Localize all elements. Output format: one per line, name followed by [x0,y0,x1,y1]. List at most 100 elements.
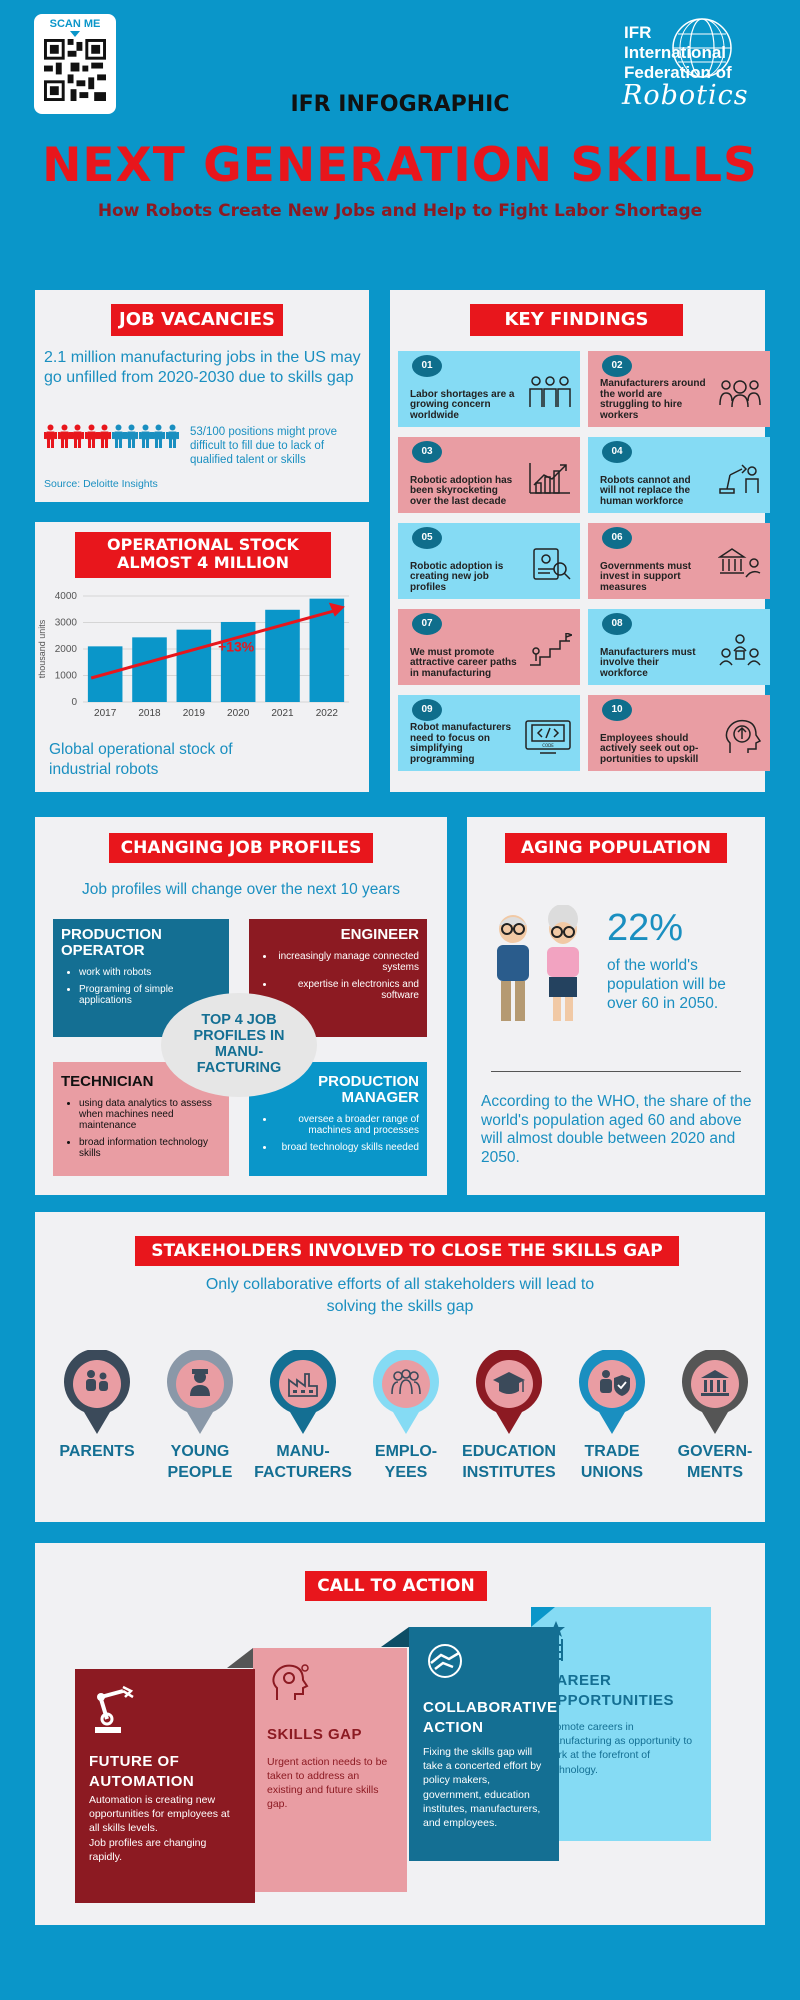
cta-collab-fold [381,1627,409,1647]
stakeholder-label-line1: EMPLO- [374,1443,438,1460]
profile-production-operator: PRODUCTION OPERATOR work with robots Pro… [53,919,229,1037]
y-axis-label: thousand units [37,619,47,678]
finding-number-badge: 05 [412,527,442,549]
aging-percent-text: of the world's population will be over 6… [607,957,726,1012]
aging-population-panel: AGING POPULATION 22% of the world's popu… [467,817,765,1195]
person-icon [71,424,84,448]
job-profiles-center-text: TOP 4 JOB PROFILES IN MANU-FACTURING [193,1012,285,1076]
aging-percent: 22% [607,907,684,949]
cta-future-of-automation: FUTURE OF AUTOMATION Automation is creat… [75,1669,255,1903]
cta-collab-text: Fixing the skills gap will take a concer… [423,1746,542,1829]
elderly-couple-icon [497,905,579,1021]
x-tick-label: 2021 [271,708,294,719]
skills-head-icon [272,1664,309,1700]
cta-skills-gap: SKILLS GAP Urgent action needs to be tak… [253,1648,407,1892]
stakeholders-panel: STAKEHOLDERS INVOLVED TO CLOSE THE SKILL… [35,1212,765,1522]
profile-operator-bullet-2: Programing of simple applications [79,984,221,1006]
cta-future-text2: Job profiles are changing rapidly. [89,1836,207,1863]
stakeholder-government-building: GOVERN- MENTS [665,1348,765,1484]
factory-icon [288,1373,318,1397]
young-people-icon [190,1369,210,1396]
finding-number-badge: 10 [602,699,632,721]
finding-number-badge: 06 [602,527,632,549]
stakeholder-label-line1: PARENTS [59,1443,135,1460]
profile-technician-bullet-1: using data analytics to assess when mach… [79,1098,221,1131]
person-icon [44,424,57,448]
stakeholder-union-shield: TRADE UNIONS [562,1348,662,1484]
finding-card-04: 04 Robots cannot and will not replace the… [588,437,770,513]
cta-future-text: Automation is creating new opportunities… [89,1794,230,1835]
stakeholder-label-line2: MENTS [687,1463,743,1481]
stakeholder-label: EDUCATION INSTITUTES [459,1442,559,1484]
stakeholder-pin [577,1348,647,1434]
stakeholders-tag: STAKEHOLDERS INVOLVED TO CLOSE THE SKILL… [135,1236,679,1266]
cta-career-title-line1: CAREER [545,1672,612,1689]
cta-collab-title-line1: COLLABORATIVE [423,1699,558,1716]
growth-annotation: +13% [218,639,255,655]
stakeholder-label: GOVERN- MENTS [665,1442,765,1484]
trend-arrow-line [90,609,336,680]
cta-skills-fold [227,1648,253,1668]
profile-engineer-bullet-2: expertise in electronics and software [275,979,419,1001]
y-tick-label: 4000 [55,591,78,602]
finding-text: Robot manufacturers need to focus on sim… [410,722,512,765]
aging-who-text: According to the WHO, the share of the w… [481,1093,752,1166]
aging-divider [491,1071,741,1072]
cta-skills-text: Urgent action needs to be taken to addre… [267,1755,388,1811]
finding-number-badge: 02 [602,355,632,377]
people-icon-row [44,424,180,450]
logo-line-ifr: IFR [624,23,652,42]
finding-text: Manufacturers around the world are strug… [600,378,706,421]
x-tick-label: 2017 [94,708,117,719]
stakeholder-label: PARENTS [47,1442,147,1463]
y-tick-label: 0 [71,697,77,708]
job-vacancies-panel: JOB VACANCIES 2.1 million manufacturing … [35,290,369,502]
person-icon [84,424,98,448]
finding-card-01: 01 Labor shortages are a growing concern … [398,351,580,427]
bar-2019 [176,629,212,702]
person-icon [152,424,165,448]
trend-arrow-head [328,602,345,617]
stakeholder-pin [268,1348,338,1434]
call-to-action-panel: CALL TO ACTION CAREER OPPORTUNITIES Prom… [35,1543,765,1925]
cta-career-opportunities: CAREER OPPORTUNITIES Promote careers in … [531,1607,711,1841]
x-tick-label: 2020 [227,708,250,719]
key-findings-panel: KEY FINDINGS 01 Labor shortages are a gro… [390,290,770,792]
stakeholder-label-line2: YEES [384,1463,428,1481]
profile-manager-title: PRODUCTION MANAGER [318,1073,419,1106]
stakeholder-label-line2: PEOPLE [167,1463,233,1481]
stakeholder-factory: MANU- FACTURERS [253,1348,353,1484]
qr-block[interactable]: SCAN ME [34,14,116,114]
bar-2018 [132,637,167,702]
stakeholders-intro-line2: solving the skills gap [326,1298,474,1315]
cta-collab-title-line2: ACTION [423,1718,484,1736]
stakeholder-young-people: YOUNG PEOPLE [150,1348,250,1484]
profile-operator-title: PRODUCTION OPERATOR [61,926,162,959]
handshake-icon [428,1644,462,1678]
cta-career-title-line2: OPPORTUNITIES [545,1691,675,1709]
y-tick-label: 2000 [55,644,78,655]
job-vacancies-source: Source: Deloitte Insights [44,478,158,490]
stakeholder-pin [474,1348,544,1434]
cta-future-title-line1: FUTURE OF [89,1753,180,1770]
graduation-cap-icon [493,1372,525,1394]
operational-stock-tag-line2: ALMOST 4 MILLION [116,553,290,573]
profile-production-manager: PRODUCTION MANAGER oversee a broader ran… [249,1062,427,1176]
logo-line-federation: Federation of [624,63,732,82]
person-icon [125,424,138,448]
finding-number-badge: 03 [412,441,442,463]
call-to-action-tag: CALL TO ACTION [305,1571,487,1601]
job-profiles-center-bubble: TOP 4 JOB PROFILES IN MANU-FACTURING [161,993,317,1097]
svg-text:CODE: CODE [542,743,554,748]
x-tick-label: 2018 [138,708,161,719]
cta-career-text: Promote careers in manufacturing as oppo… [545,1721,693,1776]
operational-stock-panel: OPERATIONAL STOCK ALMOST 4 MILLION 0 1000… [35,522,369,792]
ifr-logo[interactable]: IFR International Federation of Robotics [622,16,782,116]
finding-text: Labor shortages are a growing concern wo… [410,388,515,421]
job-profiles-intro: Job profiles will change over the next 1… [82,881,400,898]
stakeholder-label-line1: GOVERN- [677,1443,753,1460]
finding-text: Robots cannot and will not replace the h… [600,474,691,507]
stakeholder-label-line2: UNIONS [580,1463,644,1481]
person-icon [111,424,125,448]
finding-number-badge: 04 [602,441,632,463]
